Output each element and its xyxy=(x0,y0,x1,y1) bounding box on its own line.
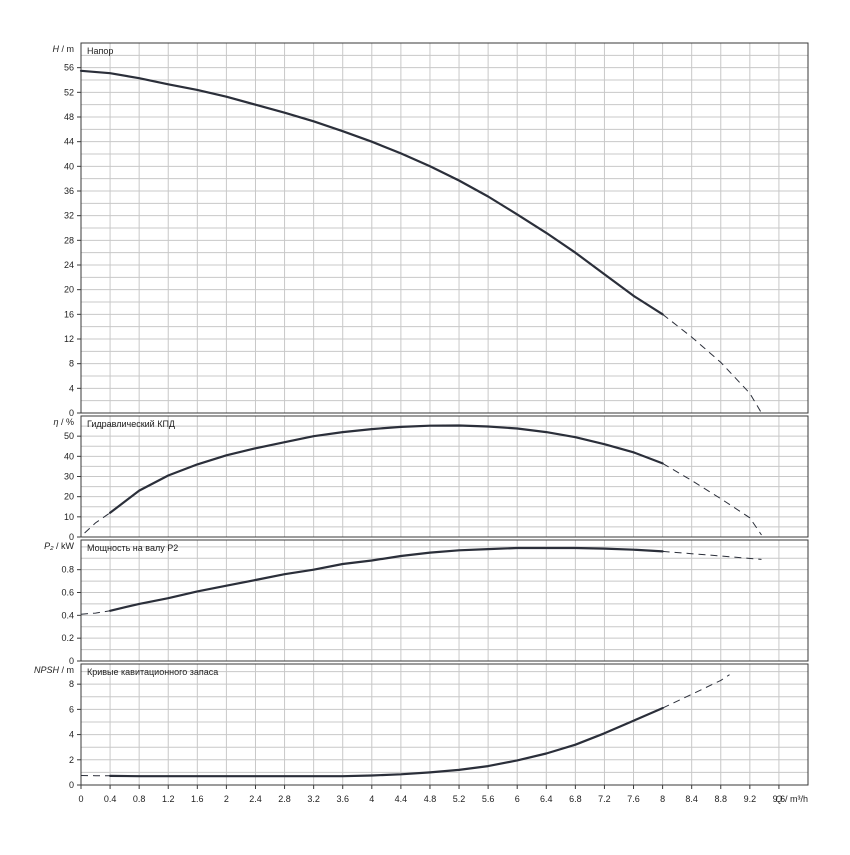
y-tick-label: 30 xyxy=(64,472,74,482)
x-tick-label: 9.2 xyxy=(744,794,757,804)
curve-dashed-end xyxy=(663,463,762,535)
y-tick-label: 40 xyxy=(64,451,74,461)
x-tick-label: 2.8 xyxy=(278,794,291,804)
y-tick-label: 28 xyxy=(64,235,74,245)
x-tick-label: 7.2 xyxy=(598,794,611,804)
x-tick-label: 3.6 xyxy=(336,794,349,804)
y-axis-unit: / m xyxy=(59,44,74,54)
y-tick-label: 40 xyxy=(64,161,74,171)
y-tick-label: 2 xyxy=(69,755,74,765)
y-tick-label: 32 xyxy=(64,211,74,221)
panel-title: Напор xyxy=(87,46,113,56)
curve-solid xyxy=(110,548,663,611)
x-tick-label: 0.4 xyxy=(104,794,117,804)
curve-solid xyxy=(110,708,663,776)
y-tick-label: 10 xyxy=(64,512,74,522)
y-tick-label: 50 xyxy=(64,431,74,441)
y-tick-label: 52 xyxy=(64,87,74,97)
y-tick-label: 48 xyxy=(64,112,74,122)
x-axis-unit: / m³/h xyxy=(782,794,808,804)
curve-dashed-start xyxy=(81,611,110,614)
y-axis-unit: / kW xyxy=(54,541,75,551)
panel-title: Гидравлический КПД xyxy=(87,419,175,429)
x-tick-label: 2.4 xyxy=(249,794,262,804)
y-tick-label: 44 xyxy=(64,137,74,147)
x-tick-label: 6 xyxy=(515,794,520,804)
y-axis-title: NPSH / m xyxy=(34,665,74,675)
y-tick-label: 6 xyxy=(69,704,74,714)
x-axis-title: Q / m³/h xyxy=(775,794,808,804)
y-tick-label: 16 xyxy=(64,309,74,319)
y-axis-unit: / % xyxy=(58,417,74,427)
y-tick-label: 0 xyxy=(69,780,74,790)
y-axis-symbol: NPSH xyxy=(34,665,60,675)
x-tick-label: 7.6 xyxy=(627,794,640,804)
y-axis-title: H / m xyxy=(53,44,75,54)
y-tick-label: 24 xyxy=(64,260,74,270)
x-tick-label: 4.4 xyxy=(395,794,408,804)
x-tick-label: 6.4 xyxy=(540,794,553,804)
x-tick-label: 2 xyxy=(224,794,229,804)
x-tick-label: 4 xyxy=(369,794,374,804)
x-tick-label: 0.8 xyxy=(133,794,146,804)
y-tick-label: 20 xyxy=(64,492,74,502)
curve-dashed-end xyxy=(663,675,730,708)
y-tick-label: 0.6 xyxy=(61,588,74,598)
y-tick-label: 56 xyxy=(64,63,74,73)
x-tick-label: 3.2 xyxy=(307,794,320,804)
x-tick-label: 5.2 xyxy=(453,794,466,804)
y-tick-label: 36 xyxy=(64,186,74,196)
x-tick-label: 8.8 xyxy=(715,794,728,804)
y-axis-title: η / % xyxy=(53,417,74,427)
x-tick-label: 6.8 xyxy=(569,794,582,804)
y-tick-label: 4 xyxy=(69,730,74,740)
y-tick-label: 0.8 xyxy=(61,565,74,575)
x-tick-label: 8 xyxy=(660,794,665,804)
y-tick-label: 4 xyxy=(69,383,74,393)
y-axis-unit: / m xyxy=(59,665,74,675)
y-tick-label: 8 xyxy=(69,679,74,689)
x-tick-label: 5.6 xyxy=(482,794,495,804)
x-tick-label: 1.2 xyxy=(162,794,175,804)
panel-title: Кривые кавитационного запаса xyxy=(87,667,218,677)
x-axis-symbol: Q xyxy=(775,794,782,804)
y-tick-label: 20 xyxy=(64,285,74,295)
panel-frame xyxy=(81,664,808,785)
y-axis-title: P₂ / kW xyxy=(44,541,74,551)
curve-solid xyxy=(110,426,663,513)
x-tick-label: 4.8 xyxy=(424,794,437,804)
y-tick-label: 12 xyxy=(64,334,74,344)
x-tick-label: 1.6 xyxy=(191,794,204,804)
y-tick-label: 0.2 xyxy=(61,633,74,643)
x-tick-label: 0 xyxy=(78,794,83,804)
panel-title: Мощность на валу P2 xyxy=(87,543,178,553)
curve-dashed-start xyxy=(85,513,111,533)
y-tick-label: 0.4 xyxy=(61,610,74,620)
y-tick-label: 8 xyxy=(69,359,74,369)
x-tick-label: 8.4 xyxy=(685,794,698,804)
